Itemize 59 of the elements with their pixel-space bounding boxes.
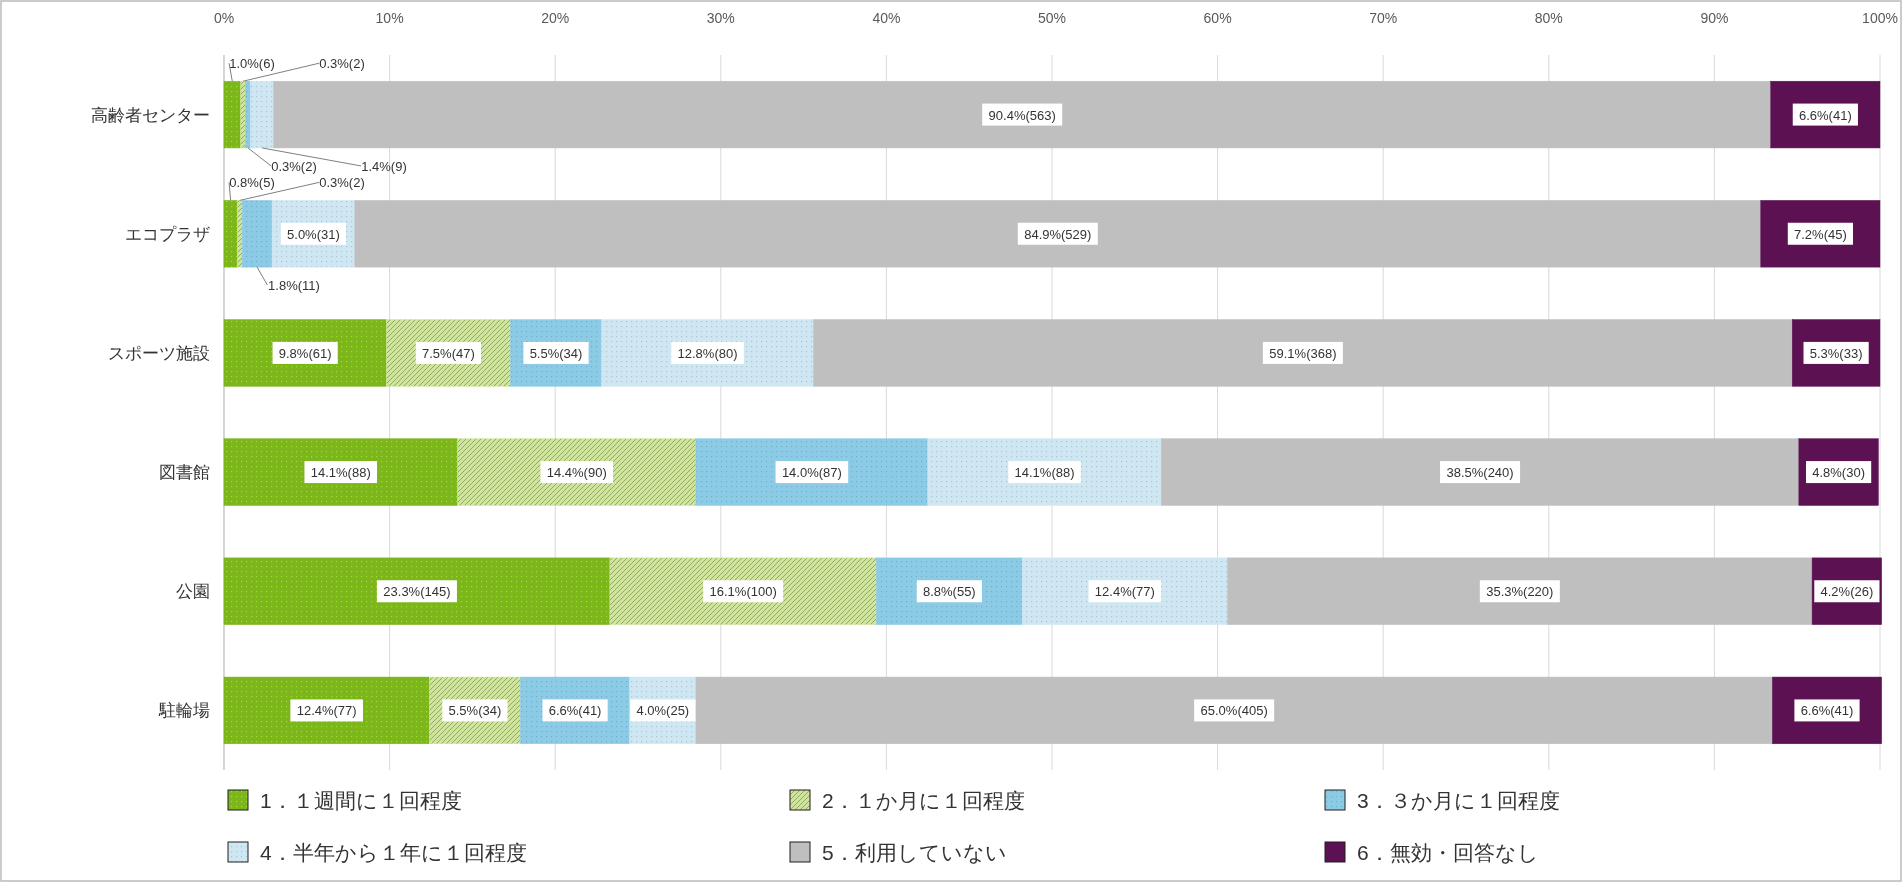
data-label: 1.8%(11) [268,278,320,294]
data-label: 0.3%(2) [319,175,365,191]
data-label: 7.2%(45) [1794,226,1847,242]
data-label: 4.8%(30) [1812,465,1865,481]
data-label: 14.1%(88) [1014,465,1075,481]
data-label: 12.4%(77) [1094,584,1155,600]
data-label: 0.3%(2) [271,158,317,174]
data-label: 1.0%(6) [229,56,275,72]
y-tick-label: 公園 [176,582,210,602]
data-label: 8.8%(55) [922,584,976,600]
legend-label: 3．３か月に１回程度 [1357,789,1560,812]
data-label: 4.0%(25) [636,703,690,719]
legend-label: 4．半年から１年に１回程度 [260,841,527,864]
x-tick-label: 60% [1203,10,1232,26]
data-label: 14.4%(90) [546,465,607,481]
legend-label: 1．１週間に１回程度 [260,789,462,812]
data-label: 6.6%(41) [548,703,602,719]
y-tick-label: スポーツ施設 [108,343,210,363]
data-label: 5.3%(33) [1809,345,1863,361]
y-tick-label: 駐輪場 [158,701,210,721]
x-tick-label: 70% [1369,10,1398,26]
legend-label: 6．無効・回答なし [1357,841,1539,864]
y-tick-label: エコプラザ [125,224,210,244]
x-tick-label: 100% [1862,10,1898,26]
data-label: 0.8%(5) [229,175,275,191]
data-label: 84.9%(529) [1024,226,1092,242]
data-label: 5.5%(34) [529,345,583,361]
data-label: 16.1%(100) [709,584,777,600]
data-label: 1.4%(9) [361,158,407,174]
data-label: 9.8%(61) [278,345,332,361]
data-label: 0.3%(2) [319,56,365,72]
x-tick-label: 80% [1534,10,1563,26]
data-label: 6.6%(41) [1798,107,1852,123]
data-label: 35.3%(220) [1486,584,1554,600]
x-tick-label: 50% [1037,10,1067,26]
data-label: 4.2%(26) [1820,584,1874,600]
x-tick-label: 20% [541,10,570,26]
data-label: 59.1%(368) [1269,345,1337,361]
x-tick-label: 30% [706,10,735,26]
data-label: 90.4%(563) [988,107,1056,123]
data-label: 5.5%(34) [448,703,502,719]
data-label: 6.6%(41) [1800,703,1854,719]
y-tick-label: 図書館 [159,463,210,483]
data-label: 38.5%(240) [1446,465,1514,481]
x-tick-label: 0% [213,10,235,26]
data-label: 7.5%(47) [422,345,475,361]
data-label: 14.1%(88) [310,465,371,481]
data-label: 65.0%(405) [1200,703,1268,719]
data-label: 12.4%(77) [296,703,357,719]
y-tick-label: 高齢者センター [91,105,210,125]
x-tick-label: 90% [1700,10,1729,26]
x-tick-label: 10% [375,10,404,26]
legend-label: 2．１か月に１回程度 [822,789,1025,812]
data-label: 14.0%(87) [781,465,842,481]
data-label: 5.0%(31) [287,226,340,242]
data-label: 23.3%(145) [383,584,451,600]
legend-label: 5．利用していない [822,841,1007,864]
x-tick-label: 40% [872,10,901,26]
data-label: 12.8%(80) [677,345,738,361]
